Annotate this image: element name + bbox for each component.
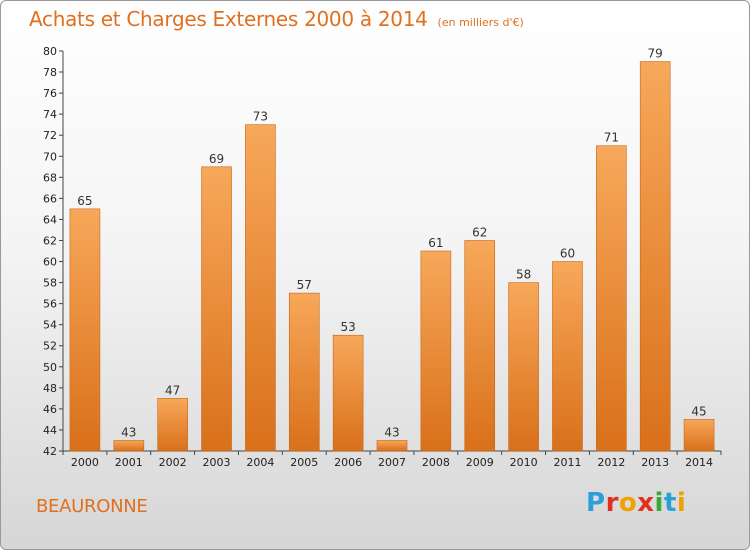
- logo-letter: P: [586, 488, 606, 518]
- bar-2000: [69, 208, 101, 452]
- logo-letter: o: [618, 488, 638, 518]
- y-tick-label: 42: [43, 445, 57, 458]
- y-tick-label: 54: [43, 319, 57, 332]
- x-tick-label: 2011: [553, 456, 581, 469]
- bar-2009: [464, 240, 496, 452]
- bar-2011: [552, 261, 583, 452]
- x-tick-label: 2005: [290, 456, 318, 469]
- bar-2004: [245, 124, 276, 452]
- x-tick-label: 2006: [334, 456, 362, 469]
- y-tick-label: 64: [43, 213, 57, 226]
- y-tick-label: 70: [43, 150, 57, 163]
- x-tick-label: 2002: [159, 456, 187, 469]
- y-tick-label: 58: [43, 277, 57, 290]
- x-tick-label: 2012: [597, 456, 625, 469]
- y-tick-label: 62: [43, 234, 57, 247]
- y-tick-label: 68: [43, 171, 57, 184]
- bar-2014: [683, 419, 715, 452]
- y-tick-label: 78: [43, 66, 57, 79]
- y-tick-label: 76: [43, 87, 57, 100]
- bar-2013: [639, 61, 671, 452]
- title-unit: (en milliers d'€): [437, 16, 524, 29]
- data-label: 62: [472, 225, 487, 239]
- y-tick-label: 74: [43, 108, 57, 121]
- data-label: 47: [165, 383, 180, 397]
- x-tick-label: 2004: [246, 456, 274, 469]
- x-tick-label: 2008: [422, 456, 450, 469]
- place-name: BEAURONNE: [36, 496, 148, 517]
- data-label: 45: [691, 404, 706, 418]
- logo-letter: x: [637, 488, 655, 518]
- chart-bars: 65 43 47 69 73 57 53 43 61 62 58 60 71 79 45: [69, 47, 715, 452]
- bar-2001: [113, 440, 145, 452]
- data-label: 57: [297, 278, 312, 292]
- x-tick-label: 2009: [466, 456, 494, 469]
- y-tick-label: 72: [43, 129, 57, 142]
- logo-letter: i: [654, 488, 664, 518]
- bar-2008: [420, 250, 452, 452]
- bar-2005: [288, 292, 320, 452]
- x-tick-label: 2007: [378, 456, 406, 469]
- y-tick-label: 46: [43, 403, 57, 416]
- data-label: 65: [77, 194, 92, 208]
- data-label: 60: [560, 247, 575, 261]
- bar-2012: [596, 145, 627, 452]
- x-tick-label: 2000: [71, 456, 99, 469]
- x-tick-label: 2013: [641, 456, 669, 469]
- bar-2002: [157, 398, 188, 452]
- y-tick-label: 56: [43, 298, 57, 311]
- chart-axes: 42 44 46 48 50 52 54 56 58 60 62 64 66 68 70 72 74 76 78 80…: [43, 45, 722, 469]
- y-tick-label: 48: [43, 382, 57, 395]
- y-tick-label: 80: [43, 45, 57, 58]
- data-label: 43: [384, 425, 399, 439]
- y-tick-label: 60: [43, 256, 57, 269]
- chart-title: Achats et Charges Externes 2000 à 2014 (e…: [29, 7, 524, 31]
- bar-2007: [376, 440, 408, 452]
- bar-2006: [332, 334, 364, 452]
- data-label: 43: [121, 425, 136, 439]
- data-label: 53: [340, 320, 355, 334]
- data-label: 61: [428, 236, 443, 250]
- y-tick-label: 44: [43, 424, 57, 437]
- bar-2010: [508, 282, 539, 452]
- x-tick-label: 2001: [115, 456, 143, 469]
- proxiti-logo: Proxiti: [586, 488, 686, 518]
- data-label: 79: [648, 47, 663, 61]
- title-main: Achats et Charges Externes 2000 à 2014: [29, 7, 428, 31]
- y-tick-label: 52: [43, 340, 57, 353]
- x-tick-label: 2003: [203, 456, 231, 469]
- x-tick-label: 2010: [510, 456, 538, 469]
- data-label: 73: [253, 110, 268, 124]
- bar-2003: [201, 166, 232, 452]
- data-label: 71: [604, 131, 619, 145]
- y-tick-label: 66: [43, 192, 57, 205]
- y-tick-label: 50: [43, 361, 57, 374]
- x-tick-label: 2014: [685, 456, 713, 469]
- data-label: 58: [516, 268, 531, 282]
- logo-letter: t: [663, 488, 677, 518]
- logo-letter: r: [605, 488, 619, 518]
- logo-letter: i: [676, 488, 687, 518]
- data-label: 69: [209, 152, 224, 166]
